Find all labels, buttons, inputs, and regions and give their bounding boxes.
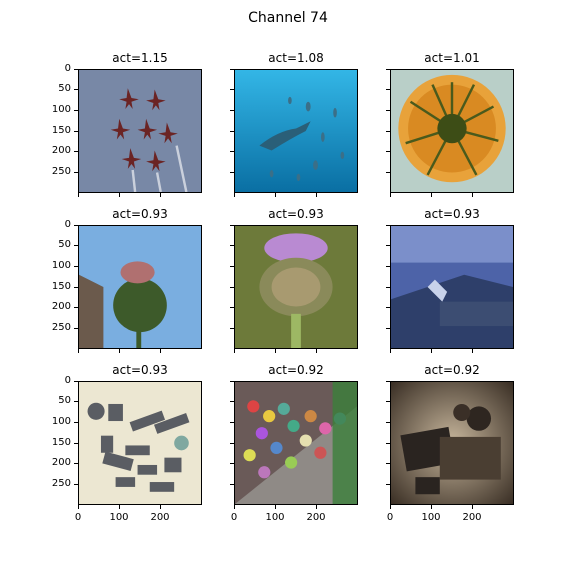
y-tick-label: 250 (51, 166, 71, 177)
y-tick-label: 50 (58, 239, 71, 250)
panel-title: act=0.92 (268, 363, 324, 377)
panel-image-thistle (78, 225, 202, 349)
panel-image-artichoke (234, 225, 358, 349)
y-tick-label: 0 (64, 375, 71, 386)
y-tick-label: 150 (51, 437, 71, 448)
y-tick-label: 100 (51, 260, 71, 271)
x-tick-label: 100 (421, 512, 441, 523)
panel-title: act=0.93 (112, 363, 168, 377)
y-tick-label: 200 (51, 457, 71, 468)
y-tick-label: 100 (51, 416, 71, 427)
x-tick-label: 100 (109, 512, 129, 523)
panel-title: act=0.93 (268, 207, 324, 221)
x-tick-label: 0 (74, 512, 82, 523)
panel-image-diver (390, 225, 514, 349)
y-tick-label: 0 (64, 219, 71, 230)
panel-2: act=1.08 (230, 51, 358, 197)
panel-image-padlocks (234, 381, 358, 505)
panel-title: act=1.08 (268, 51, 324, 65)
x-tick-label: 100 (265, 512, 285, 523)
figure-title: Channel 74 (248, 10, 328, 26)
y-tick-label: 100 (51, 104, 71, 115)
panel-6: act=0.93 (386, 207, 514, 353)
y-tick-label: 50 (58, 395, 71, 406)
panel-title: act=0.93 (424, 207, 480, 221)
panel-title: act=0.93 (112, 207, 168, 221)
panel-1: act=1.15 0 50 (52, 51, 202, 197)
x-tick-label: 0 (386, 512, 394, 523)
panel-5: act=0.93 (230, 207, 358, 353)
panel-4: act=0.93 0 50 100 150 200 250 (52, 207, 202, 353)
y-tick-label: 200 (51, 301, 71, 312)
panel-title: act=1.15 (112, 51, 168, 65)
y-tick-label: 250 (51, 478, 71, 489)
x-tick-label: 200 (306, 512, 326, 523)
panel-title: act=1.01 (424, 51, 480, 65)
x-tick-label: 0 (230, 512, 238, 523)
y-tick-label: 150 (51, 281, 71, 292)
panel-image-shark (234, 69, 358, 193)
panel-image-sepia-desk (390, 381, 514, 505)
x-tick-label: 200 (462, 512, 482, 523)
y-tick-label: 150 (51, 125, 71, 136)
x-tick-label: 200 (150, 512, 170, 523)
panel-image-jets (78, 69, 202, 193)
panel-7: act=0.93 0 50 100 150 200 250 0 (52, 363, 202, 523)
panel-9: act=0.92 0 100 200 (386, 363, 514, 523)
y-tick-label: 250 (51, 322, 71, 333)
y-tick-label: 200 (51, 145, 71, 156)
panel-image-pipe-fittings (78, 381, 202, 505)
panel-image-orange-flower (390, 69, 514, 193)
panel-8: act=0.92 0 100 200 (230, 363, 358, 523)
panel-3: act=1.01 (386, 51, 514, 197)
panel-title: act=0.92 (424, 363, 480, 377)
y-tick-label: 0 (64, 63, 71, 74)
y-tick-label: 50 (58, 83, 71, 94)
